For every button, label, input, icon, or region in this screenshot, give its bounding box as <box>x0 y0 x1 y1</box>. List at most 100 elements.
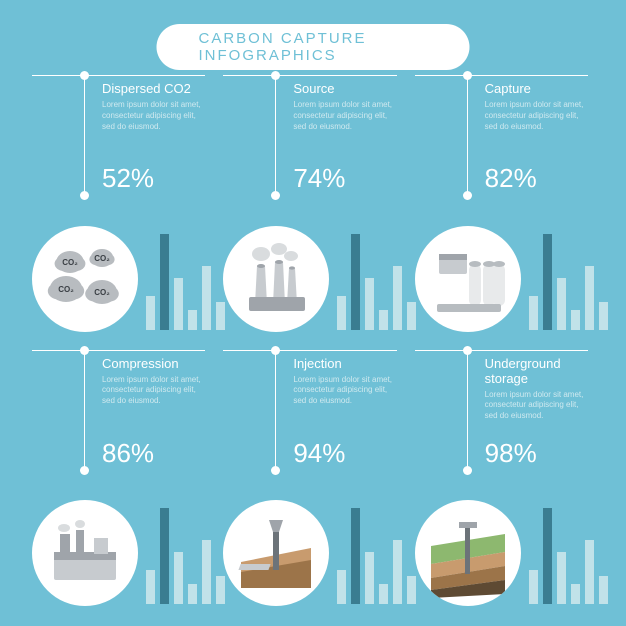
card-illustration-circle <box>415 226 521 332</box>
facility-icon <box>40 508 130 598</box>
card-title: Underground storage <box>485 356 590 386</box>
card-percent: 86% <box>102 438 154 469</box>
card-body: Lorem ipsum dolor sit amet, consectetur … <box>293 375 398 407</box>
bar <box>529 296 538 330</box>
connector-dot-bot <box>80 191 89 200</box>
card-head: Dispersed CO2 Lorem ipsum dolor sit amet,… <box>102 81 207 132</box>
card-illustration-circle: CO₂ CO₂ CO₂ CO₂ <box>32 226 138 332</box>
card-main: CO₂ CO₂ CO₂ CO₂ <box>32 222 211 332</box>
connector-dot-bot <box>271 191 280 200</box>
drill-icon <box>231 508 321 598</box>
strata-icon <box>423 508 513 598</box>
card-head: Source Lorem ipsum dolor sit amet, consec… <box>293 81 398 132</box>
card-injection: Injection Lorem ipsum dolor sit amet, con… <box>223 350 402 607</box>
bar <box>543 508 552 604</box>
clouds-icon: CO₂ CO₂ CO₂ CO₂ <box>40 234 130 324</box>
bar <box>599 576 608 604</box>
bar <box>599 302 608 330</box>
svg-text:CO₂: CO₂ <box>62 258 78 267</box>
card-title: Compression <box>102 356 207 371</box>
bar <box>379 310 388 330</box>
card-illustration-circle <box>223 500 329 606</box>
card-title: Source <box>293 81 398 96</box>
card-percent: 82% <box>485 163 537 194</box>
bar <box>160 234 169 330</box>
bar <box>351 234 360 330</box>
card-illustration-circle <box>415 500 521 606</box>
card-percent: 94% <box>293 438 345 469</box>
card-underground-storage: Underground storage Lorem ipsum dolor sit… <box>415 350 594 607</box>
bar <box>202 540 211 604</box>
connector-dot-bot <box>80 466 89 475</box>
svg-text:CO₂: CO₂ <box>58 285 74 294</box>
plant-icon <box>231 234 321 324</box>
bar <box>160 508 169 604</box>
connector-line <box>84 350 85 470</box>
svg-text:CO₂: CO₂ <box>94 254 110 263</box>
card-body: Lorem ipsum dolor sit amet, consectetur … <box>102 375 207 407</box>
card-title: Dispersed CO2 <box>102 81 207 96</box>
card-grid: Dispersed CO2 Lorem ipsum dolor sit amet,… <box>32 75 594 606</box>
bar <box>393 540 402 604</box>
bar <box>337 296 346 330</box>
card-body: Lorem ipsum dolor sit amet, consectetur … <box>293 100 398 132</box>
page-title-pill: CARBON CAPTURE INFOGRAPHICS <box>157 24 470 70</box>
bar <box>585 266 594 330</box>
card-main <box>415 222 594 332</box>
connector-dot-bot <box>463 191 472 200</box>
card-head: Injection Lorem ipsum dolor sit amet, con… <box>293 356 398 407</box>
card-head: CaptureLorem ipsum dolor sit amet, conse… <box>485 81 590 132</box>
svg-text:CO₂: CO₂ <box>94 288 110 297</box>
connector-line <box>467 350 468 470</box>
card-main <box>415 496 594 606</box>
bar <box>543 234 552 330</box>
separator <box>223 75 396 76</box>
card-bar-chart <box>138 508 225 606</box>
separator <box>223 350 396 351</box>
bar <box>188 310 197 330</box>
separator <box>32 350 205 351</box>
bar <box>174 552 183 604</box>
card-percent: 98% <box>485 438 537 469</box>
card-head: Underground storage Lorem ipsum dolor sit… <box>485 356 590 422</box>
connector-line <box>275 350 276 470</box>
bar <box>571 584 580 604</box>
bar <box>557 552 566 604</box>
connector-line <box>467 75 468 195</box>
card-title: Capture <box>485 81 590 96</box>
card-illustration-circle <box>32 500 138 606</box>
bar <box>202 266 211 330</box>
connector-dot-bot <box>271 466 280 475</box>
card-dispersed-co2: Dispersed CO2 Lorem ipsum dolor sit amet,… <box>32 75 211 332</box>
card-bar-chart <box>329 508 416 606</box>
card-main <box>223 222 402 332</box>
bar <box>146 296 155 330</box>
bar <box>585 540 594 604</box>
card-title: Injection <box>293 356 398 371</box>
card-percent: 52% <box>102 163 154 194</box>
card-body: Lorem ipsum dolor sit amet, consectetur … <box>102 100 207 132</box>
card-body: Lorem ipsum dolor sit amet, consectetur … <box>485 390 590 422</box>
card-compression: Compression Lorem ipsum dolor sit amet, c… <box>32 350 211 607</box>
connector-line <box>275 75 276 195</box>
card-capture: CaptureLorem ipsum dolor sit amet, conse… <box>415 75 594 332</box>
bar <box>188 584 197 604</box>
infographic-page: CARBON CAPTURE INFOGRAPHICS Dispersed CO… <box>0 0 626 626</box>
bar <box>365 552 374 604</box>
bar <box>571 310 580 330</box>
bar <box>146 570 155 604</box>
card-bar-chart <box>521 234 608 332</box>
card-bar-chart <box>138 234 225 332</box>
connector-line <box>84 75 85 195</box>
card-percent: 74% <box>293 163 345 194</box>
card-bar-chart <box>521 508 608 606</box>
card-main <box>223 496 402 606</box>
bar <box>337 570 346 604</box>
bar <box>365 278 374 330</box>
card-illustration-circle <box>223 226 329 332</box>
bar <box>393 266 402 330</box>
card-main <box>32 496 211 606</box>
bar <box>379 584 388 604</box>
tanks-icon <box>423 234 513 324</box>
page-title: CARBON CAPTURE INFOGRAPHICS <box>199 30 367 64</box>
